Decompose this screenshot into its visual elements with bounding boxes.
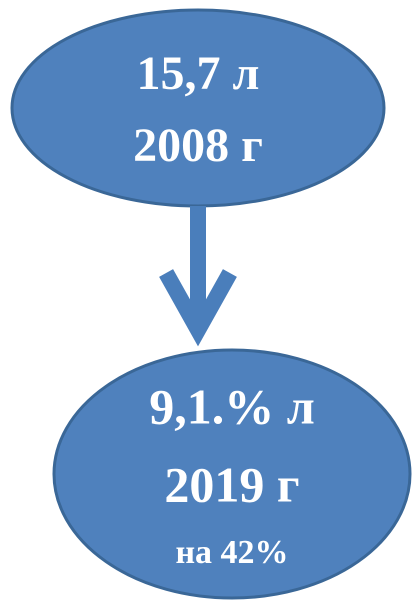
arrow	[159, 206, 237, 347]
node-text: 2008 г	[133, 119, 263, 172]
node-text: 2019 г	[164, 456, 299, 512]
node-ellipse	[52, 348, 412, 600]
node-text: на 42%	[175, 534, 288, 571]
node-ellipse	[10, 8, 386, 208]
node-text: 9,1.% л	[149, 378, 315, 434]
node-text: 15,7 л	[137, 47, 260, 100]
